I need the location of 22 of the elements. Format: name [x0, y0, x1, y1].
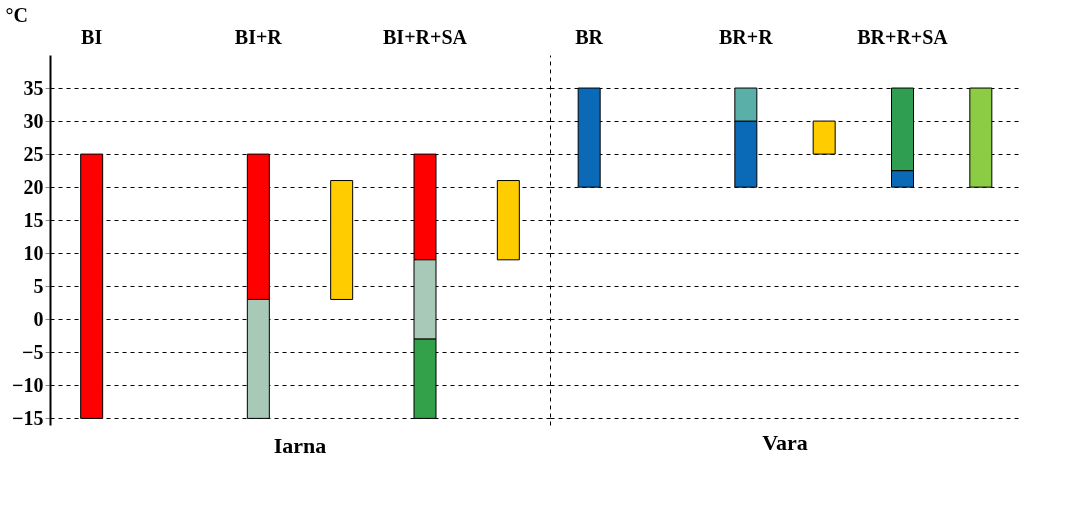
- y-tick-label: 15: [23, 208, 44, 231]
- x-axis-title: Vara: [762, 430, 808, 455]
- y-tick-label: 35: [23, 76, 44, 99]
- bar: [330, 180, 354, 300]
- x-tick-label: BR: [575, 25, 604, 48]
- y-tick-label: 10: [23, 241, 44, 264]
- y-tick-label: −15: [12, 406, 44, 429]
- x-axis-title: Iarna: [273, 433, 327, 459]
- x-tick-label: BI+R+SA: [383, 25, 468, 48]
- x-tick-label: BI+R: [234, 25, 283, 48]
- x-tick-label: BR+R: [719, 25, 774, 48]
- x-tick-label: BR+R+SA: [857, 25, 949, 48]
- y-tick-label: 0: [33, 307, 44, 330]
- y-tick-label: 25: [23, 142, 44, 165]
- bar: [496, 180, 520, 261]
- y-tick-label: 20: [23, 175, 44, 198]
- y-axis-title: °C: [5, 3, 28, 26]
- y-tick-label: −5: [22, 340, 44, 363]
- y-tick-label: 5: [33, 274, 44, 297]
- x-tick-label: BI: [81, 25, 103, 48]
- y-tick-label: 30: [23, 109, 44, 132]
- y-tick-label: −10: [12, 373, 44, 396]
